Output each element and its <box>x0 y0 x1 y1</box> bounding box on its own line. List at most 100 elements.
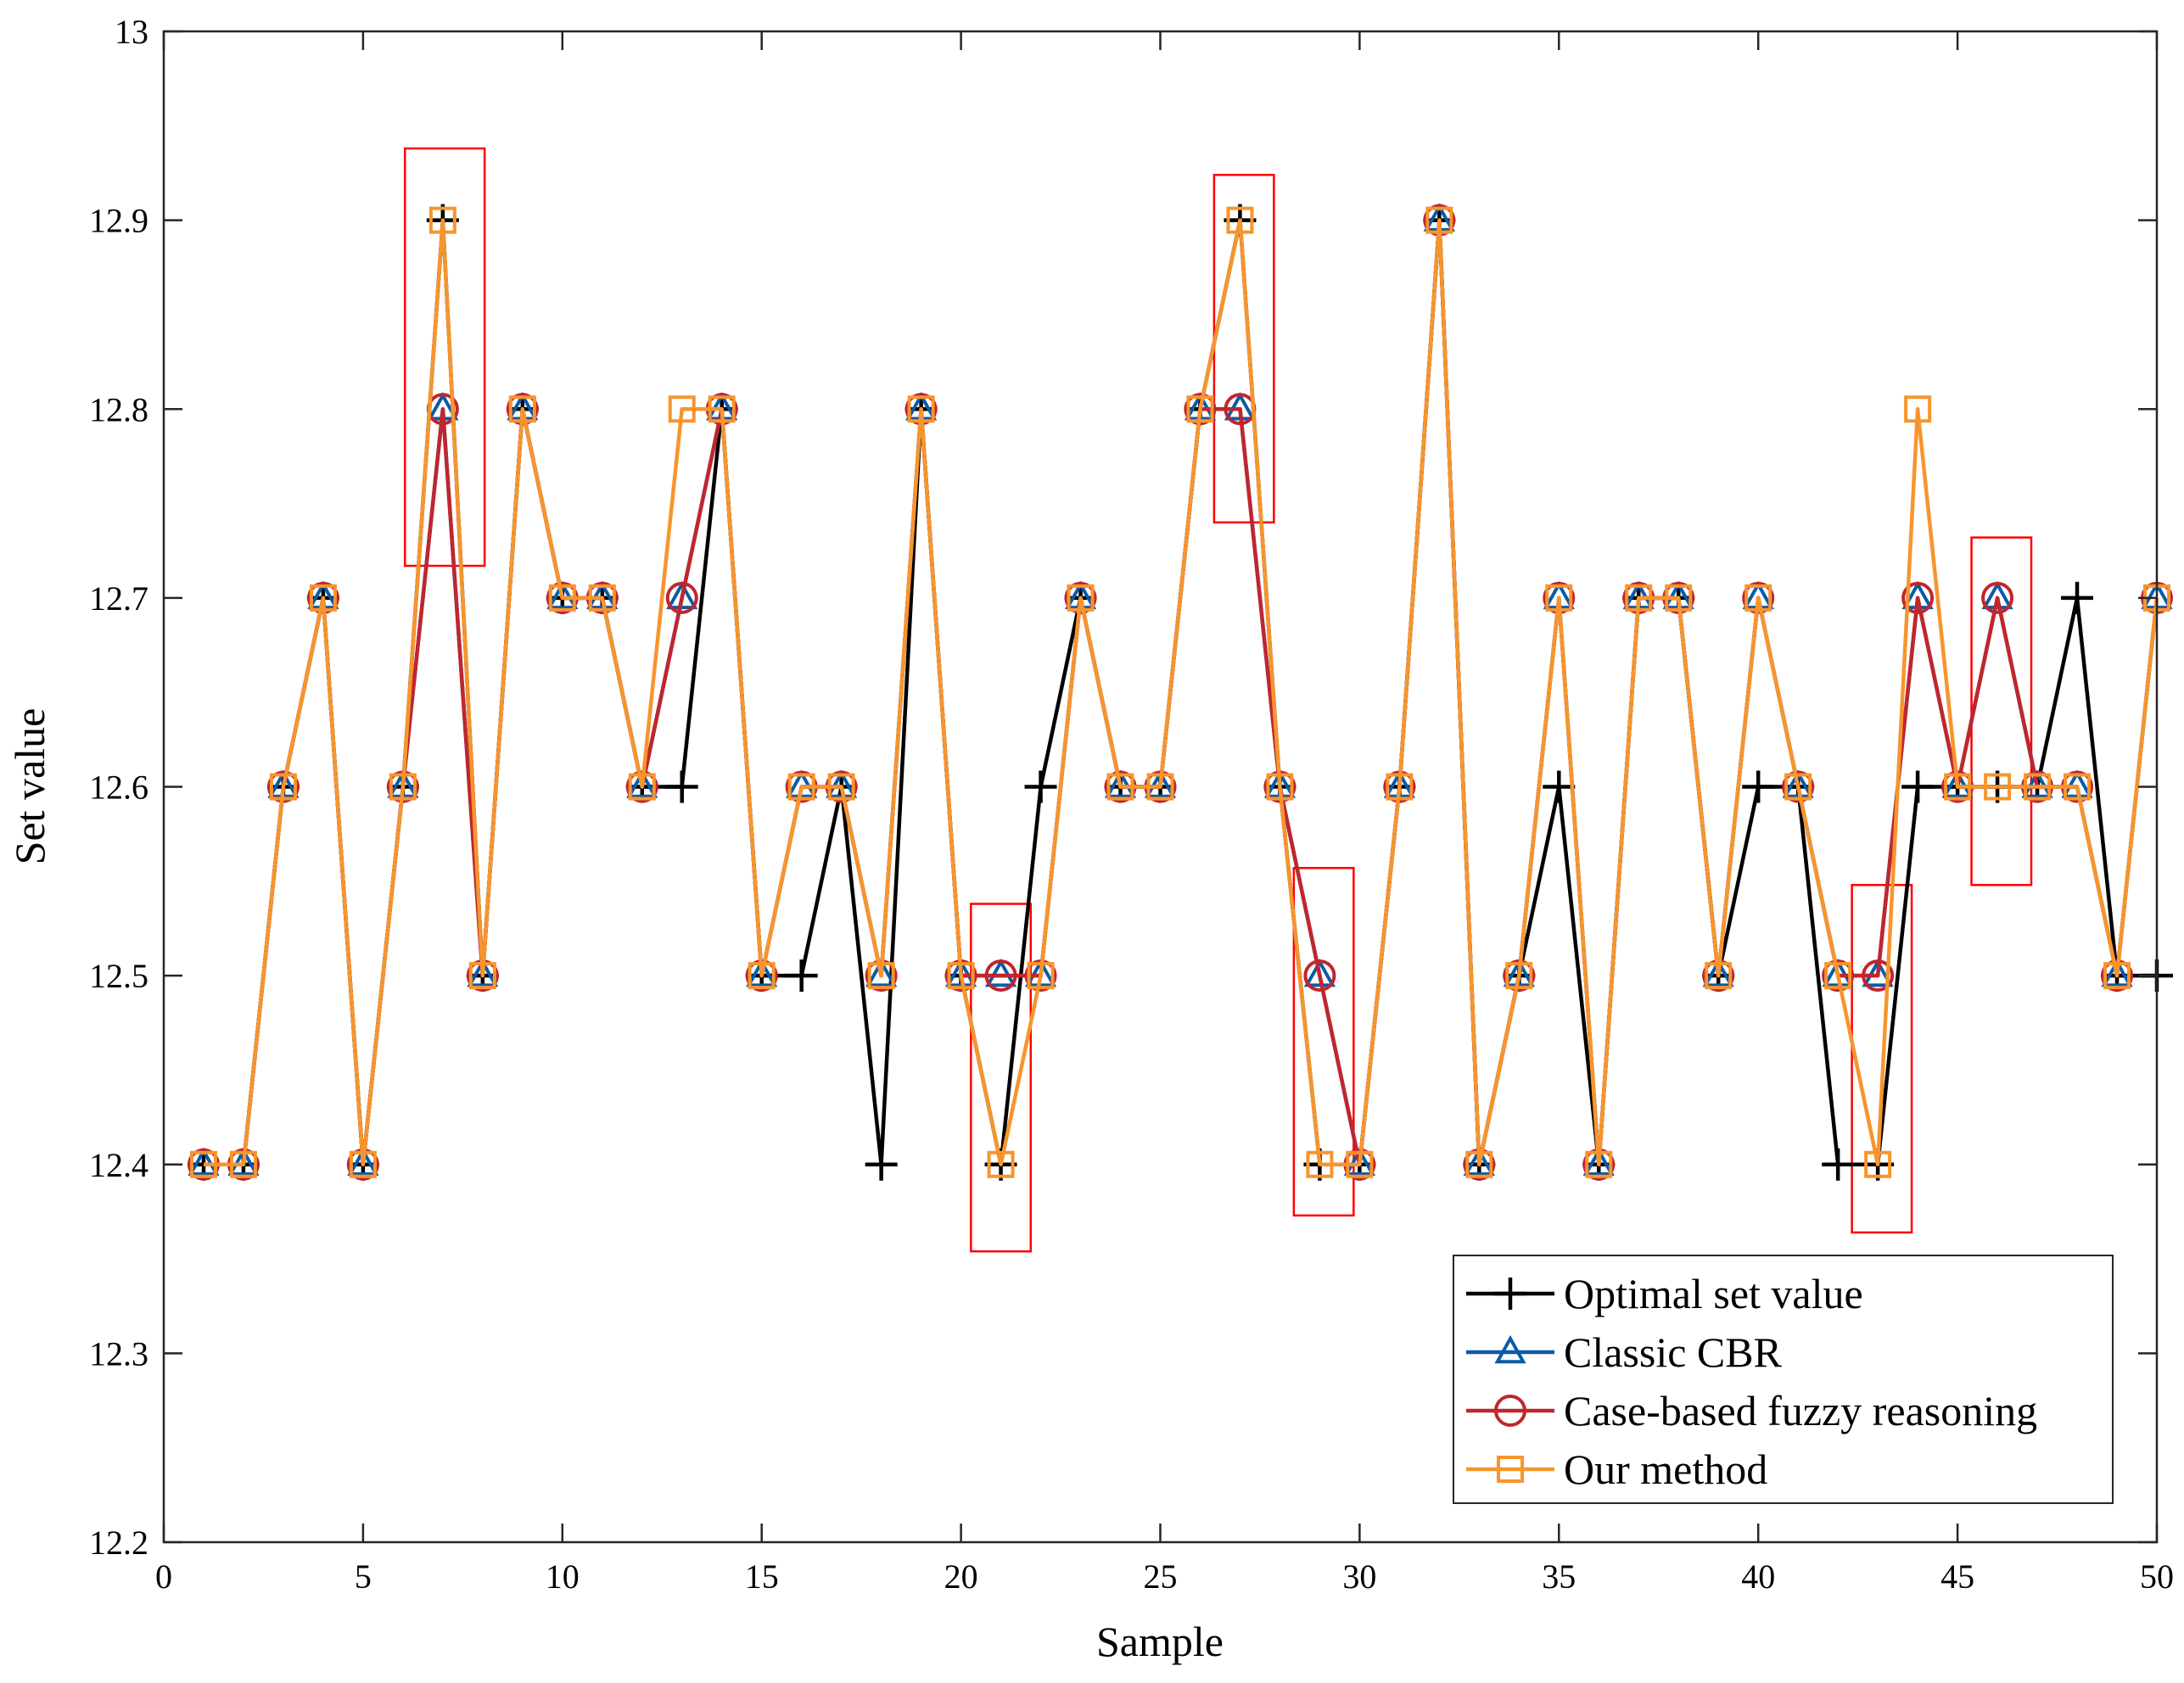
data-point-square <box>1824 962 1852 990</box>
data-point-square <box>827 773 855 801</box>
data-point-triangle <box>1702 959 1734 987</box>
y-tick-label: 12.5 <box>89 957 148 995</box>
data-point-triangle <box>865 959 898 987</box>
data-point-square <box>389 773 417 801</box>
data-point-plus <box>785 959 818 992</box>
legend: Optimal set value Classic CBR Case-based f… <box>1453 1255 2114 1504</box>
data-point-square <box>1425 206 1453 234</box>
legend-entry: Optimal set value <box>1466 1270 1863 1317</box>
data-point-circle <box>1901 581 1935 614</box>
y-tick-label: 12.8 <box>89 390 148 428</box>
data-point-square <box>947 962 975 990</box>
x-tick-label: 10 <box>546 1557 580 1596</box>
data-point-square <box>1784 773 1812 801</box>
data-point-square <box>588 584 616 612</box>
data-point-square <box>1186 395 1214 423</box>
data-point-square <box>1106 773 1134 801</box>
data-point-square <box>1545 584 1573 612</box>
data-point-square <box>628 773 656 801</box>
data-point-square <box>349 1150 377 1178</box>
data-point-square <box>1386 773 1414 801</box>
data-point-triangle <box>1463 1147 1495 1176</box>
data-point-triangle <box>2101 959 2133 987</box>
data-point-square <box>269 773 297 801</box>
highlight-box-2 <box>970 903 1033 1253</box>
data-point-square <box>787 773 815 801</box>
highlight-box-1 <box>403 147 486 568</box>
data-point-square <box>907 395 935 423</box>
data-point-square <box>1505 962 1533 990</box>
data-point-triangle <box>826 769 858 798</box>
data-point-plus <box>1822 1148 1855 1181</box>
data-point-triangle <box>1862 959 1894 987</box>
data-point-circle <box>1782 770 1815 803</box>
data-point-square <box>2103 962 2131 990</box>
data-point-triangle <box>1343 1147 1376 1176</box>
legend-entry: Classic CBR <box>1466 1328 1783 1376</box>
y-tick-label: 12.4 <box>89 1146 148 1184</box>
highlight-box-6 <box>1970 536 2033 886</box>
highlight-box-5 <box>1851 884 1913 1234</box>
data-point-square <box>1226 206 1254 234</box>
data-point-triangle <box>2061 769 2093 798</box>
x-tick-label: 5 <box>355 1557 372 1596</box>
data-point-square <box>867 962 895 990</box>
data-point-square <box>668 395 696 423</box>
data-point-circle <box>665 581 698 614</box>
data-point-square <box>1625 584 1653 612</box>
data-point-triangle <box>666 580 698 610</box>
data-point-triangle <box>1024 959 1057 987</box>
x-axis-title: Sample <box>1096 1618 1224 1665</box>
highlight-boxes <box>403 147 2033 1253</box>
data-point-triangle <box>188 1147 220 1176</box>
series-square <box>189 206 2170 1178</box>
legend-label: Our method <box>1564 1445 1767 1493</box>
x-tick-label: 20 <box>944 1557 978 1596</box>
data-point-square <box>309 584 337 612</box>
data-point-circle <box>1981 581 2014 614</box>
data-point-circle <box>1862 959 1895 992</box>
legend-entry: Our method <box>1466 1445 1767 1493</box>
data-point-triangle <box>1582 1147 1615 1176</box>
data-point-triangle <box>944 959 977 987</box>
data-point-triangle <box>1981 580 2013 610</box>
data-point-triangle <box>1144 769 1177 798</box>
legend-label: Classic CBR <box>1564 1328 1783 1376</box>
legend-label: Case-based fuzzy reasoning <box>1564 1387 2037 1434</box>
data-point-triangle <box>1104 769 1137 798</box>
y-tick-label: 12.6 <box>89 769 148 807</box>
data-point-square <box>189 1150 217 1178</box>
data-point-square <box>1585 1150 1613 1178</box>
x-tick-label: 30 <box>1342 1557 1376 1596</box>
data-point-square <box>1744 584 1772 612</box>
data-point-square <box>987 1150 1015 1178</box>
data-point-plus <box>865 1148 898 1181</box>
data-point-square <box>508 395 536 423</box>
x-tick-label: 15 <box>745 1557 779 1596</box>
data-point-square <box>1904 395 1932 423</box>
y-tick-label: 12.7 <box>89 579 148 618</box>
data-point-triangle <box>1782 769 1814 798</box>
data-point-square <box>1705 962 1733 990</box>
data-point-triangle <box>786 769 818 798</box>
legend-marker-circle <box>1494 1395 1526 1427</box>
data-point-circle <box>984 959 1017 992</box>
data-point-triangle <box>626 769 658 798</box>
data-point-plus <box>1901 770 1935 803</box>
legend-entry: Case-based fuzzy reasoning <box>1466 1387 2037 1434</box>
data-point-square <box>1266 773 1294 801</box>
x-tick-label: 45 <box>1940 1557 1974 1596</box>
data-point-square <box>428 206 456 234</box>
data-point-square <box>1067 584 1095 612</box>
x-tick-label: 35 <box>1542 1557 1576 1596</box>
legend-marker-triangle <box>1494 1334 1526 1364</box>
data-point-plus <box>1024 770 1057 803</box>
data-point-square <box>1465 1150 1493 1178</box>
data-point-triangle <box>347 1147 379 1176</box>
data-point-triangle <box>227 1147 260 1176</box>
data-point-triangle <box>2021 769 2053 798</box>
y-tick-label: 12.2 <box>89 1524 148 1562</box>
x-tick-label: 40 <box>1741 1557 1775 1596</box>
data-point-triangle <box>1503 959 1535 987</box>
